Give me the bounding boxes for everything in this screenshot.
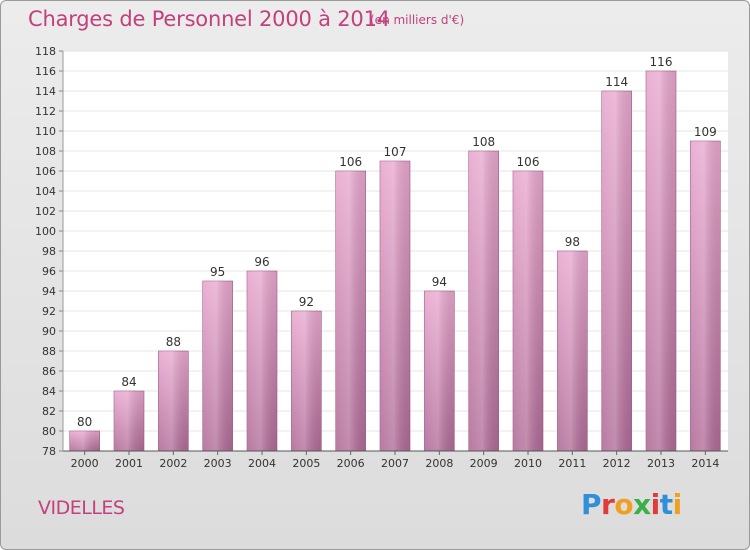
x-tick-label: 2003 xyxy=(204,457,232,470)
logo-letter: r xyxy=(601,488,615,521)
y-tick-label: 78 xyxy=(42,445,56,458)
y-tick-label: 112 xyxy=(35,105,56,118)
bar-shine-2013 xyxy=(646,71,676,451)
data-label: 107 xyxy=(384,145,407,159)
x-tick-label: 2011 xyxy=(558,457,586,470)
town-name: VIDELLES xyxy=(38,497,125,519)
logo-letter: x xyxy=(633,488,651,521)
chart-subtitle: (en milliers d'€) xyxy=(370,13,465,27)
x-tick-label: 2013 xyxy=(647,457,675,470)
y-tick-label: 110 xyxy=(35,125,56,138)
y-tick-label: 104 xyxy=(35,185,56,198)
x-tick-label: 2009 xyxy=(470,457,498,470)
data-labels: 80 84 88 95 96 92 106 107 94 108 106 98 114 116 109 xyxy=(77,55,717,429)
bar-shine-2004 xyxy=(247,271,277,451)
y-tick-label: 88 xyxy=(42,345,56,358)
bar-shine-2001 xyxy=(114,391,144,451)
data-label: 108 xyxy=(472,135,495,149)
bar-shine-2007 xyxy=(380,161,410,451)
x-tick-label: 2007 xyxy=(381,457,409,470)
x-tick-label: 2004 xyxy=(248,457,276,470)
x-tick-label: 2012 xyxy=(603,457,631,470)
bar-shine-2009 xyxy=(468,151,499,451)
y-tick-label: 100 xyxy=(35,225,56,238)
logo-letter: i xyxy=(650,488,661,521)
x-tick-label: 2005 xyxy=(292,457,320,470)
y-tick-label: 108 xyxy=(35,145,56,158)
y-tick-label: 114 xyxy=(35,85,56,98)
y-tick-label: 98 xyxy=(42,245,56,258)
bar-shine-2003 xyxy=(202,281,233,451)
chart-title: Charges de Personnel 2000 à 2014 xyxy=(28,7,390,31)
bar-shine-2000 xyxy=(69,431,100,451)
logo-letter: P xyxy=(581,488,602,521)
y-tick-label: 116 xyxy=(35,65,56,78)
bar-shine-2012 xyxy=(601,91,632,451)
bar-shine-2010 xyxy=(513,171,543,451)
bar-shine-2011 xyxy=(557,251,588,451)
x-tick-label: 2000 xyxy=(71,457,99,470)
y-tick-label: 102 xyxy=(35,205,56,218)
data-label: 116 xyxy=(650,55,673,69)
y-tick-label: 96 xyxy=(42,265,56,278)
x-tick-label: 2008 xyxy=(425,457,453,470)
data-label: 88 xyxy=(166,335,181,349)
y-tick-label: 80 xyxy=(42,425,56,438)
bar-shine-2002 xyxy=(158,351,189,451)
x-tick-label: 2006 xyxy=(337,457,365,470)
data-label: 95 xyxy=(210,265,225,279)
bars xyxy=(69,70,721,452)
data-label: 114 xyxy=(605,75,628,89)
y-tick-label: 82 xyxy=(42,405,56,418)
y-tick-label: 84 xyxy=(42,385,56,398)
x-axis-ticks: 2000 2001 2002 2003 2004 2005 2006 2007 2008 2009… xyxy=(71,451,719,470)
data-label: 92 xyxy=(299,295,314,309)
logo-letter: i xyxy=(672,488,683,521)
y-tick-label: 86 xyxy=(42,365,56,378)
y-tick-label: 118 xyxy=(35,45,56,58)
data-label: 109 xyxy=(694,125,717,139)
x-tick-label: 2010 xyxy=(514,457,542,470)
proxiti-logo: Proxiti xyxy=(581,488,682,521)
data-label: 98 xyxy=(565,235,580,249)
logo-letter: o xyxy=(614,488,634,521)
data-label: 96 xyxy=(254,255,269,269)
data-label: 106 xyxy=(339,155,362,169)
bar-shine-2005 xyxy=(291,311,322,451)
y-tick-label: 92 xyxy=(42,305,56,318)
x-tick-label: 2002 xyxy=(159,457,187,470)
data-label: 84 xyxy=(121,375,136,389)
y-axis-ticks: 78 80 82 84 86 88 90 92 94 96 98 100 102 104 106 108 110… xyxy=(35,45,63,458)
x-tick-label: 2001 xyxy=(115,457,143,470)
bar-shine-2008 xyxy=(424,291,455,451)
data-label: 94 xyxy=(432,275,447,289)
logo-letter: t xyxy=(659,488,673,521)
data-label: 106 xyxy=(517,155,540,169)
bar-shine-2014 xyxy=(690,141,721,451)
y-tick-label: 90 xyxy=(42,325,56,338)
y-tick-label: 94 xyxy=(42,285,56,298)
y-tick-label: 106 xyxy=(35,165,56,178)
x-tick-label: 2014 xyxy=(691,457,719,470)
bar-shine-2006 xyxy=(335,171,366,451)
data-label: 80 xyxy=(77,415,92,429)
